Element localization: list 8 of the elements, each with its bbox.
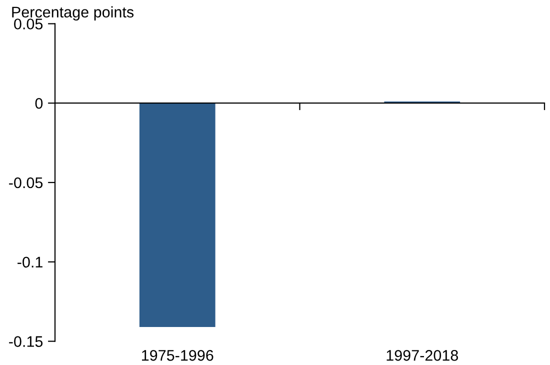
- y-tick-label: 0.05: [14, 18, 43, 30]
- y-tick-label: 0: [35, 98, 43, 109]
- y-tick-label: -0.15: [9, 336, 43, 347]
- x-tick-label: 1975-1996: [142, 350, 214, 361]
- y-axis-title: Percentage points: [12, 6, 134, 21]
- y-tick-label: -0.05: [9, 177, 43, 188]
- x-tick-label: 1997-2018: [386, 350, 458, 361]
- y-tick-label: -0.1: [18, 256, 42, 268]
